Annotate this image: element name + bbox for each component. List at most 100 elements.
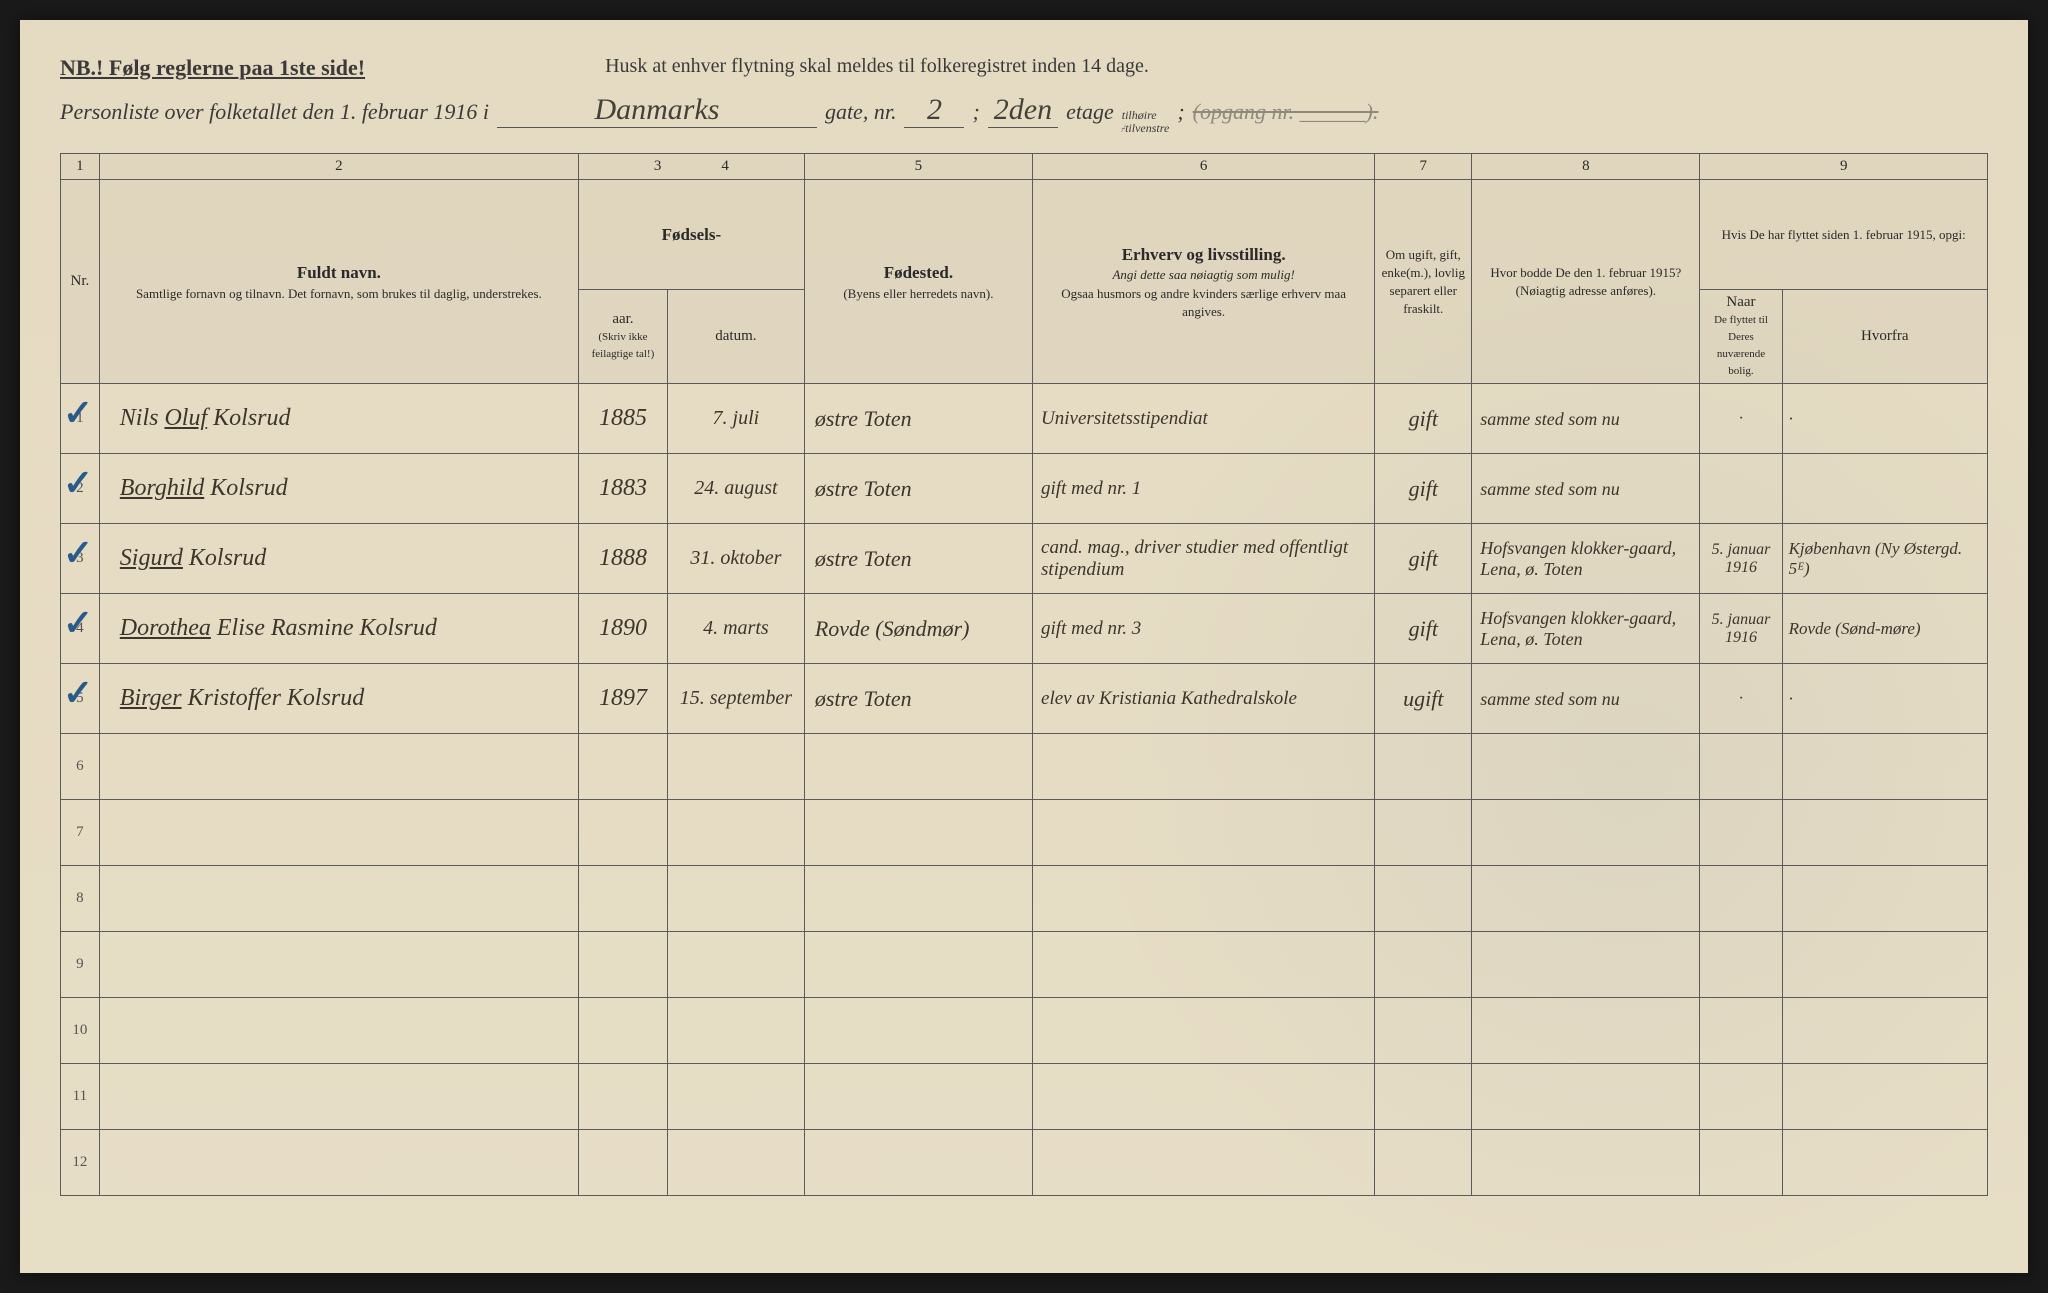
table-row-empty: 7 xyxy=(61,800,1988,866)
cell-date: 24. august xyxy=(667,454,804,524)
cell-date: 15. september xyxy=(667,664,804,734)
head-moved: Hvis De har flyttet siden 1. februar 191… xyxy=(1700,180,1988,290)
head-fodsels: Fødsels- xyxy=(578,180,804,290)
cell-prev-address: Hofsvangen klokker-gaard, Lena, ø. Toten xyxy=(1472,524,1700,594)
cell-prev-address: samme sted som nu xyxy=(1472,664,1700,734)
head-hvorfra: Hvorfra xyxy=(1782,290,1987,384)
cell-birthplace: østre Toten xyxy=(804,664,1032,734)
cell-name: Sigurd Kolsrud xyxy=(99,524,578,594)
colnum-3-4: 3 4 xyxy=(578,154,804,180)
census-table: 1 2 3 4 5 6 7 8 9 Nr. Fuldt navn. Samtli… xyxy=(60,153,1988,1196)
row-number: 9 xyxy=(61,932,100,998)
cell-birthplace: østre Toten xyxy=(804,524,1032,594)
colnum-6: 6 xyxy=(1033,154,1375,180)
table-row: 3 Sigurd Kolsrud 1888 31. oktober østre … xyxy=(61,524,1988,594)
cell-status: gift xyxy=(1375,524,1472,594)
table-row: 5 Birger Kristoffer Kolsrud 1897 15. sep… xyxy=(61,664,1988,734)
cell-moved-when: · xyxy=(1700,384,1782,454)
column-number-row: 1 2 3 4 5 6 7 8 9 xyxy=(61,154,1988,180)
cell-moved-when: · xyxy=(1700,664,1782,734)
cell-moved-from: Kjøbenhavn (Ny Østergd. 5ᴱ) xyxy=(1782,524,1987,594)
head-status: Om ugift, gift, enke(m.), lovlig separer… xyxy=(1375,180,1472,384)
cell-status: gift xyxy=(1375,594,1472,664)
row-number: 11 xyxy=(61,1064,100,1130)
cell-date: 7. juli xyxy=(667,384,804,454)
colnum-8: 8 xyxy=(1472,154,1700,180)
header-line-1: NB.! Følg reglerne paa 1ste side! Husk a… xyxy=(60,55,1988,81)
cell-date: 31. oktober xyxy=(667,524,804,594)
cell-occupation: Universitetsstipendiat xyxy=(1033,384,1375,454)
etage-fill: 2den xyxy=(988,93,1058,128)
cell-moved-when: 5. januar 1916 xyxy=(1700,524,1782,594)
head-erhverv: Erhverv og livsstilling. Angi dette saa … xyxy=(1033,180,1375,384)
colnum-7: 7 xyxy=(1375,154,1472,180)
cell-prev-address: Hofsvangen klokker-gaard, Lena, ø. Toten xyxy=(1472,594,1700,664)
table-head: 1 2 3 4 5 6 7 8 9 Nr. Fuldt navn. Samtli… xyxy=(61,154,1988,384)
cell-prev-address: samme sted som nu xyxy=(1472,454,1700,524)
colnum-1: 1 xyxy=(61,154,100,180)
cell-occupation: elev av Kristiania Kathedralskole xyxy=(1033,664,1375,734)
cell-moved-from: · xyxy=(1782,664,1987,734)
personliste-label: Personliste over folketallet den 1. febr… xyxy=(60,99,489,125)
row-number: 2 xyxy=(61,454,100,524)
tilhoire-tilvenstre: tilhøire /tilvenstre xyxy=(1122,109,1170,135)
head-name: Fuldt navn. Samtlige fornavn og tilnavn.… xyxy=(99,180,578,384)
opgang-struck: (opgang nr. ______). xyxy=(1193,99,1379,125)
cell-birthplace: østre Toten xyxy=(804,454,1032,524)
header-line-2: Personliste over folketallet den 1. febr… xyxy=(60,93,1988,135)
cell-moved-when xyxy=(1700,454,1782,524)
row-number: 12 xyxy=(61,1130,100,1196)
column-header-row: Nr. Fuldt navn. Samtlige fornavn og tiln… xyxy=(61,180,1988,290)
table-row-empty: 10 xyxy=(61,998,1988,1064)
cell-birthplace: Rovde (Søndmør) xyxy=(804,594,1032,664)
table-row: 1 Nils Oluf Kolsrud 1885 7. juli østre T… xyxy=(61,384,1988,454)
cell-occupation: gift med nr. 3 xyxy=(1033,594,1375,664)
cell-moved-from xyxy=(1782,454,1987,524)
table-row: 4 Dorothea Elise Rasmine Kolsrud 1890 4.… xyxy=(61,594,1988,664)
etage-label: etage xyxy=(1066,99,1114,125)
head-datum: datum. xyxy=(667,290,804,384)
cell-year: 1885 xyxy=(578,384,667,454)
cell-name: Nils Oluf Kolsrud xyxy=(99,384,578,454)
table-row-empty: 9 xyxy=(61,932,1988,998)
cell-year: 1888 xyxy=(578,524,667,594)
census-page: NB.! Følg reglerne paa 1ste side! Husk a… xyxy=(20,20,2028,1273)
row-number: 6 xyxy=(61,734,100,800)
cell-moved-when: 5. januar 1916 xyxy=(1700,594,1782,664)
cell-moved-from: · xyxy=(1782,384,1987,454)
cell-name: Dorothea Elise Rasmine Kolsrud xyxy=(99,594,578,664)
reminder-text: Husk at enhver flytning skal meldes til … xyxy=(605,55,1149,81)
table-row-empty: 11 xyxy=(61,1064,1988,1130)
cell-prev-address: samme sted som nu xyxy=(1472,384,1700,454)
colnum-5: 5 xyxy=(804,154,1032,180)
cell-occupation: gift med nr. 1 xyxy=(1033,454,1375,524)
table-row-empty: 6 xyxy=(61,734,1988,800)
gate-nr-label: gate, nr. xyxy=(825,99,897,125)
cell-status: gift xyxy=(1375,384,1472,454)
cell-year: 1897 xyxy=(578,664,667,734)
cell-occupation: cand. mag., driver studier med offentlig… xyxy=(1033,524,1375,594)
colnum-2: 2 xyxy=(99,154,578,180)
head-aar: aar. (Skriv ikke feilagtige tal!) xyxy=(578,290,667,384)
cell-moved-from: Rovde (Sønd-møre) xyxy=(1782,594,1987,664)
table-row: 2 Borghild Kolsrud 1883 24. august østre… xyxy=(61,454,1988,524)
nb-warning: NB.! Følg reglerne paa 1ste side! xyxy=(60,55,365,81)
cell-date: 4. marts xyxy=(667,594,804,664)
table-row-empty: 12 xyxy=(61,1130,1988,1196)
row-number: 5 xyxy=(61,664,100,734)
cell-year: 1890 xyxy=(578,594,667,664)
row-number: 8 xyxy=(61,866,100,932)
cell-status: gift xyxy=(1375,454,1472,524)
gate-nr-fill: 2 xyxy=(904,93,964,128)
colnum-9: 9 xyxy=(1700,154,1988,180)
cell-name: Borghild Kolsrud xyxy=(99,454,578,524)
semicolon: ; xyxy=(972,99,979,125)
row-number: 4 xyxy=(61,594,100,664)
row-number: 10 xyxy=(61,998,100,1064)
head-naar: Naar De flyttet til Deres nuværende boli… xyxy=(1700,290,1782,384)
cell-birthplace: østre Toten xyxy=(804,384,1032,454)
table-body: 1 Nils Oluf Kolsrud 1885 7. juli østre T… xyxy=(61,384,1988,1196)
head-nr: Nr. xyxy=(61,180,100,384)
cell-status: ugift xyxy=(1375,664,1472,734)
street-fill: Danmarks xyxy=(497,93,817,128)
